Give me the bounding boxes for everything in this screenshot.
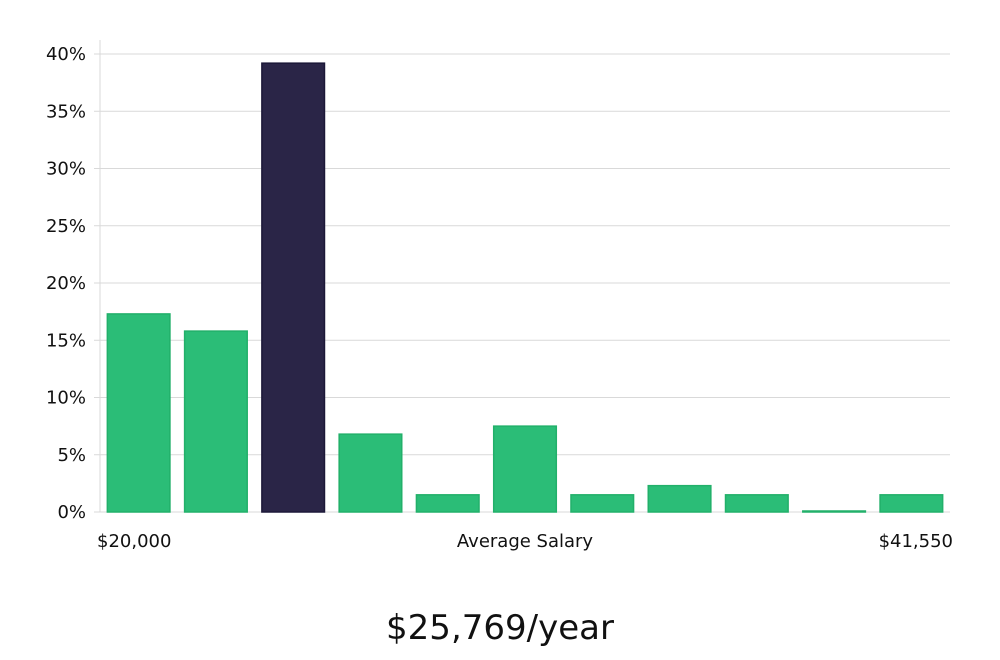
histogram-bar	[106, 313, 171, 513]
y-tick-label: 20%	[46, 273, 86, 294]
y-tick-label: 10%	[46, 388, 86, 409]
y-tick-labels: 0% 5% 10% 15% 20% 25% 30% 35% 40%	[46, 44, 86, 523]
histogram-bar	[802, 510, 867, 513]
y-tick-label: 30%	[46, 159, 86, 180]
histogram-bar	[338, 433, 403, 513]
average-salary-headline: $25,769/year	[386, 608, 614, 648]
y-tick-label: 0%	[57, 502, 86, 523]
histogram-bar	[570, 494, 635, 513]
y-tick-label: 35%	[46, 101, 86, 122]
histogram-bar-highlighted	[261, 62, 326, 513]
histogram-bar	[647, 484, 712, 513]
histogram-bar	[492, 425, 558, 513]
y-tick-label: 25%	[46, 216, 86, 237]
histogram-bar	[183, 330, 248, 513]
y-tick-label: 40%	[46, 44, 86, 65]
histogram-bar	[415, 494, 480, 513]
y-tick-label: 5%	[57, 445, 86, 466]
y-tick-label: 15%	[46, 330, 86, 351]
histogram-bar	[724, 494, 789, 513]
x-range-start-label: $20,000	[97, 531, 171, 552]
x-range-end-label: $41,550	[879, 531, 953, 552]
x-axis-label: Average Salary	[457, 531, 594, 552]
histogram-bar	[879, 494, 944, 513]
histogram-bars	[106, 62, 944, 513]
